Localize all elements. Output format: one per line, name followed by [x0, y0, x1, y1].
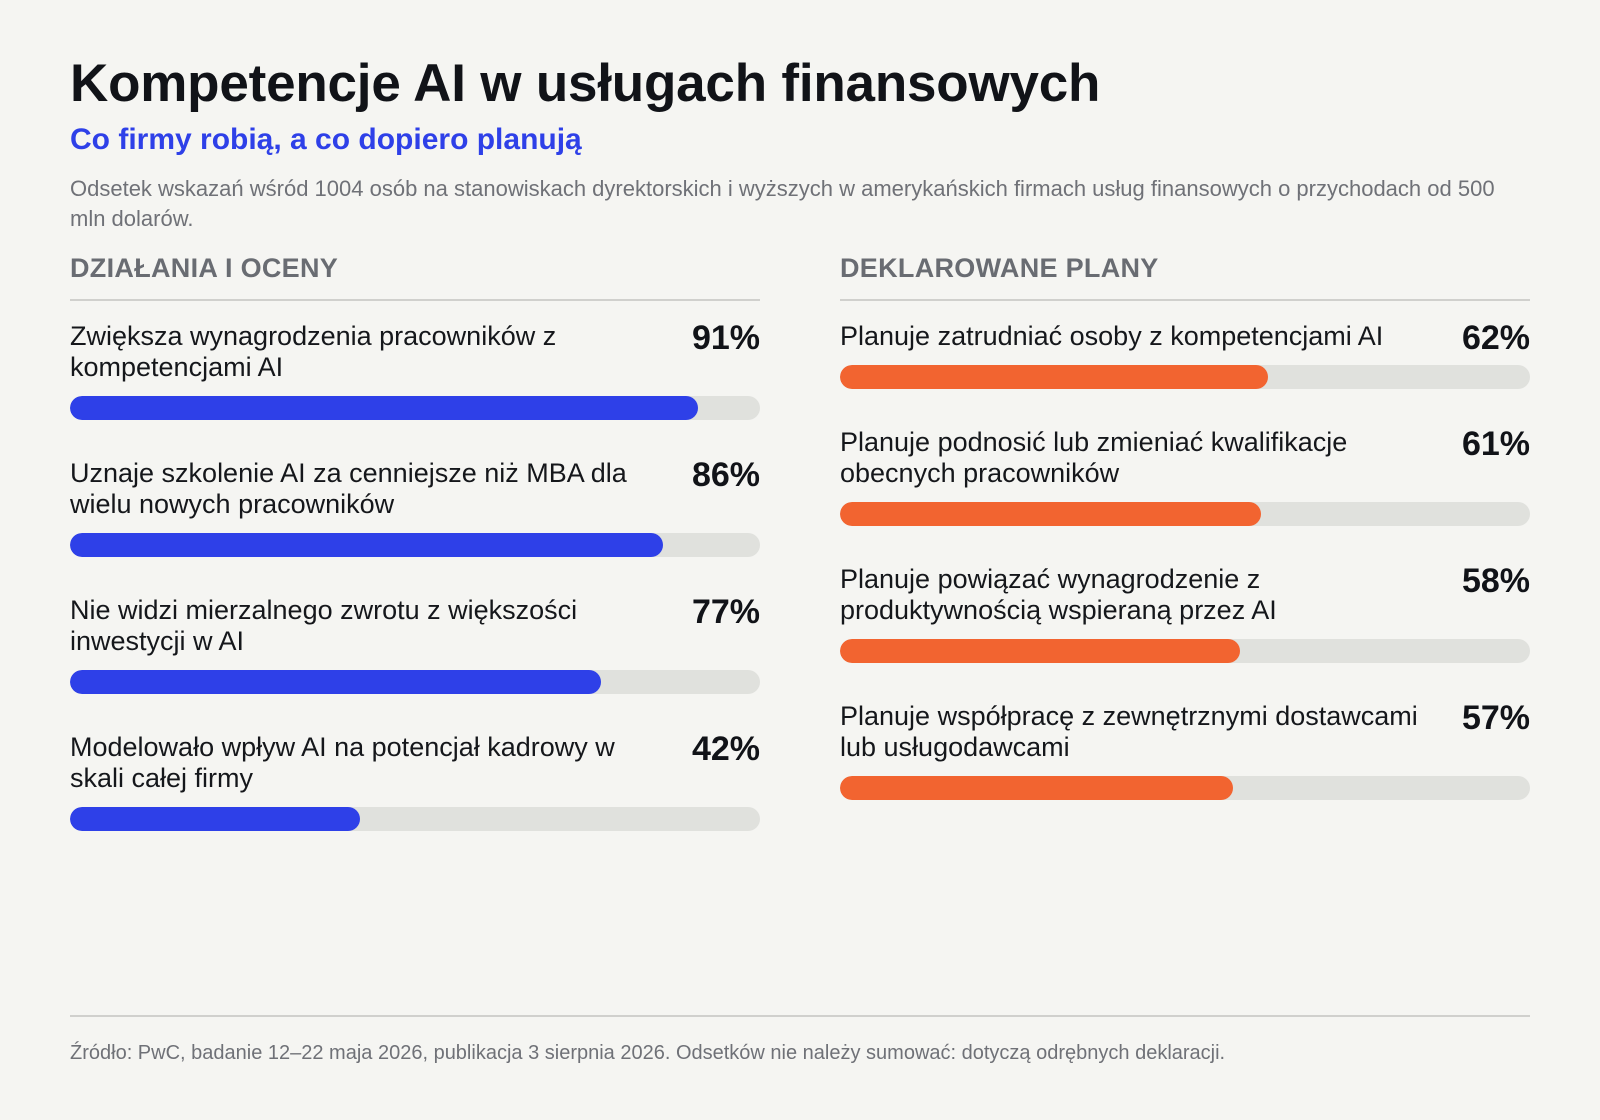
bar-fill [70, 670, 602, 694]
bar-row-header: Planuje zatrudniać osoby z kompetencjami… [840, 319, 1530, 357]
bar-row: Planuje współpracę z zewnętrznymi dostaw… [840, 699, 1530, 800]
bar-category-label: Zwiększa wynagrodzenia pracowników z kom… [70, 321, 557, 382]
page-subtitle: Co firmy robią, a co dopiero planują [70, 123, 582, 156]
bar-value-label: 86% [691, 456, 760, 494]
page-title: Kompetencje AI w usługach finansowych [70, 54, 1101, 113]
bar-category-label: Nie widzi mierzalnego zwrotu z większośc… [70, 595, 578, 656]
bar-category-label: Planuje powiązać wynagrodzenie z produkt… [840, 564, 1277, 625]
bar-row-header: Uznaje szkolenie AI za cenniejsze niż MB… [70, 456, 760, 520]
bar-category-label: Planuje zatrudniać osoby z kompetencjami… [840, 321, 1384, 351]
bar-value-label: 91% [691, 319, 760, 357]
bar-row: Nie widzi mierzalnego zwrotu z większośc… [70, 593, 760, 694]
footer-divider [70, 1015, 1530, 1017]
page-description: Odsetek wskazań wśród 1004 osób na stano… [70, 176, 1495, 231]
source-note: Źródło: PwC, badanie 12–22 maja 2026, pu… [70, 1042, 1226, 1064]
bar-row: Modelowało wpływ AI na potencjał kadrowy… [70, 730, 760, 831]
panel-declared-plans: DEKLAROWANE PLANY Planuje zatrudniać oso… [840, 252, 1530, 800]
bar-value-label: 57% [1461, 699, 1530, 737]
bar-track [840, 502, 1530, 526]
bar-value-label: 58% [1461, 562, 1530, 600]
bar-track [840, 639, 1530, 663]
bar-fill [840, 639, 1241, 663]
bar-row-header: Planuje powiązać wynagrodzenie z produkt… [840, 562, 1530, 626]
panel-heading-plans: DEKLAROWANE PLANY [840, 252, 1530, 301]
bar-value-label: 77% [691, 593, 760, 631]
bar-category-label: Uznaje szkolenie AI za cenniejsze niż MB… [70, 458, 627, 519]
bar-fill [840, 776, 1234, 800]
bar-category-label: Modelowało wpływ AI na potencjał kadrowy… [70, 732, 615, 793]
bar-track [70, 807, 760, 831]
bar-row-header: Planuje podnosić lub zmieniać kwalifikac… [840, 425, 1530, 489]
bar-track [70, 396, 760, 420]
infographic-page: Kompetencje AI w usługach finansowych Co… [70, 0, 1530, 1120]
actions-bar-list: Zwiększa wynagrodzenia pracowników z kom… [70, 301, 760, 831]
bar-row: Planuje powiązać wynagrodzenie z produkt… [840, 562, 1530, 663]
bar-row-header: Planuje współpracę z zewnętrznymi dostaw… [840, 699, 1530, 763]
bar-value-label: 62% [1461, 319, 1530, 357]
panel-actions-assessments: DZIAŁANIA I OCENY Zwiększa wynagrodzenia… [70, 252, 760, 831]
bar-row: Zwiększa wynagrodzenia pracowników z kom… [70, 319, 760, 420]
bar-row: Uznaje szkolenie AI za cenniejsze niż MB… [70, 456, 760, 557]
bar-fill [70, 533, 664, 557]
bar-row: Planuje podnosić lub zmieniać kwalifikac… [840, 425, 1530, 526]
bar-row-header: Nie widzi mierzalnego zwrotu z większośc… [70, 593, 760, 657]
panel-heading-actions: DZIAŁANIA I OCENY [70, 252, 760, 301]
bar-fill [70, 396, 698, 420]
bar-row-header: Modelowało wpływ AI na potencjał kadrowy… [70, 730, 760, 794]
bar-track [70, 670, 760, 694]
bar-category-label: Planuje podnosić lub zmieniać kwalifikac… [840, 427, 1348, 488]
bar-track [840, 776, 1530, 800]
bar-value-label: 61% [1461, 425, 1530, 463]
bar-track [70, 533, 760, 557]
bar-row-header: Zwiększa wynagrodzenia pracowników z kom… [70, 319, 760, 383]
bar-fill [70, 807, 360, 831]
bar-category-label: Planuje współpracę z zewnętrznymi dostaw… [840, 701, 1418, 762]
bar-value-label: 42% [691, 730, 760, 768]
plans-bar-list: Planuje zatrudniać osoby z kompetencjami… [840, 301, 1530, 800]
bar-track [840, 365, 1530, 389]
bar-fill [840, 365, 1268, 389]
bar-fill [840, 502, 1261, 526]
bar-row: Planuje zatrudniać osoby z kompetencjami… [840, 319, 1530, 389]
